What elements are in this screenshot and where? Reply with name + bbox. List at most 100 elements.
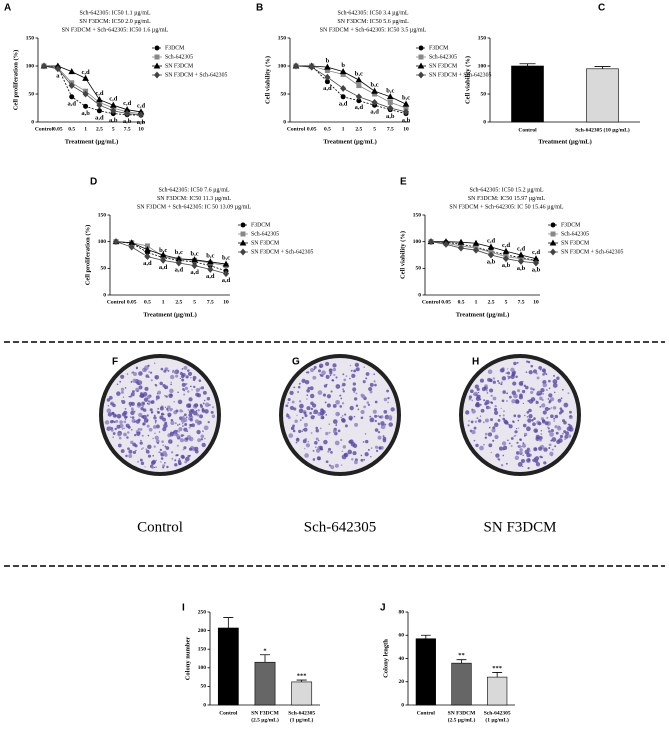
colony: [126, 373, 129, 375]
panel-letter: F: [112, 357, 118, 368]
colony: [119, 380, 122, 383]
colony: [188, 413, 193, 417]
colony: [128, 395, 130, 398]
colony: [388, 422, 393, 427]
colony: [104, 420, 110, 425]
colony: [534, 456, 540, 461]
colony: [157, 390, 162, 395]
colony: [147, 444, 152, 450]
colony: [201, 407, 205, 411]
colony: [553, 420, 555, 422]
colony: [304, 453, 309, 458]
y-tick-label: 0: [401, 702, 404, 708]
y-tick-label: 150: [98, 212, 107, 218]
colony: [467, 424, 470, 427]
legend-label: F3DCM: [561, 222, 580, 228]
colony: [377, 435, 382, 440]
x-tick-label: 0.05: [307, 126, 317, 132]
data-point: [124, 110, 131, 118]
legend-marker: [418, 54, 424, 60]
colony: [367, 448, 370, 451]
colony: [314, 441, 318, 445]
colony: [352, 382, 356, 386]
colony: [538, 365, 542, 370]
colony: [490, 394, 493, 397]
colony: [334, 440, 340, 446]
colony: [200, 386, 204, 390]
colony: [508, 442, 511, 445]
colony: [485, 389, 488, 392]
x-tick-label: (2.5 µg/mL): [448, 716, 476, 723]
colony: [569, 423, 571, 426]
colony: [519, 448, 523, 452]
colony: [522, 423, 527, 428]
colony: [176, 424, 179, 426]
colony: [123, 427, 125, 430]
colony: [384, 423, 387, 426]
colony: [140, 407, 144, 411]
colony: [532, 458, 536, 462]
annotation: a,b: [137, 119, 146, 126]
x-tick-label: 0.5: [68, 126, 75, 132]
y-axis-label: Cell proliferation (%): [12, 50, 19, 111]
colony: [176, 444, 179, 447]
colony: [355, 392, 358, 395]
colony: [337, 429, 341, 433]
colony: [170, 383, 173, 386]
colony: [522, 402, 524, 404]
colony: [130, 440, 134, 445]
y-tick-label: 0: [283, 119, 286, 125]
colony: [369, 390, 373, 394]
colony: [321, 410, 326, 414]
colony: [549, 432, 554, 437]
colony: [332, 419, 338, 424]
colony: [334, 463, 339, 468]
y-tick-label: 250: [198, 609, 207, 615]
colony: [183, 365, 188, 370]
colony: [137, 460, 140, 463]
colony: [303, 422, 308, 427]
colony: [181, 422, 184, 425]
colony: [363, 458, 366, 461]
colony: [541, 403, 546, 408]
colony: [137, 402, 141, 406]
colony: [477, 391, 480, 394]
colony: [201, 442, 206, 448]
data-point: [144, 246, 151, 253]
colony: [326, 394, 332, 399]
colony: [554, 425, 558, 429]
colony: [287, 397, 291, 402]
colony: [134, 433, 137, 437]
x-tick-label: 10: [138, 126, 144, 132]
annotation: a,b: [502, 262, 511, 269]
colony: [502, 445, 508, 450]
colony: [355, 404, 359, 407]
colony: [126, 436, 129, 439]
colony: [377, 431, 381, 434]
panel-letter: H: [472, 357, 479, 368]
y-axis-label: Cell viability (%): [264, 56, 271, 104]
colony: [162, 464, 166, 468]
x-tick-label: Control: [219, 710, 238, 716]
colony: [187, 369, 190, 372]
colony: [152, 454, 155, 457]
colony: [137, 428, 141, 431]
colony: [518, 395, 524, 400]
colony: [473, 392, 476, 396]
panel-letter: I: [182, 603, 185, 614]
series-line: [115, 241, 227, 267]
colony: [512, 420, 514, 423]
colony: [469, 389, 474, 394]
subtitle: SN F3DCM + Sch-642305: IC50 1.6 µg/mL: [62, 27, 169, 33]
colony: [547, 427, 550, 430]
colony: [363, 405, 366, 409]
colony: [138, 385, 143, 390]
x-axis-label: Treatment (µg/mL): [538, 138, 592, 145]
colony: [526, 458, 531, 463]
annotation: b: [326, 58, 330, 65]
colony: [178, 423, 181, 426]
colony: [299, 419, 302, 421]
colony: [489, 379, 493, 383]
colony: [135, 419, 141, 424]
bar: [586, 68, 619, 123]
